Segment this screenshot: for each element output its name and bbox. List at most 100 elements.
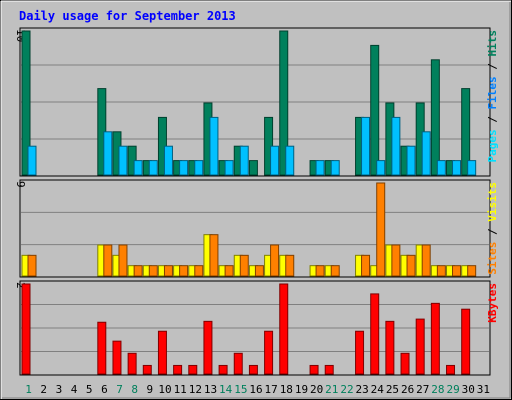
x-tick-label: 21 — [325, 383, 338, 396]
x-tick-label: 18 — [280, 383, 293, 396]
bar-kbytes-day-17-s0 — [264, 330, 274, 375]
bar-visits-day-27-s1 — [421, 244, 431, 277]
bar-visits-day-16-s1 — [254, 265, 264, 277]
x-tick-label: 5 — [86, 383, 93, 396]
bar-hits-day-16-s0 — [248, 160, 258, 176]
panel-visits-ymax-label: 9 — [14, 181, 27, 188]
legend-entry: Visits — [486, 182, 499, 222]
bar-visits-day-1-s1 — [27, 254, 37, 277]
bar-visits-day-26-s1 — [406, 254, 416, 277]
x-tick-label: 4 — [71, 383, 78, 396]
bar-hits-day-26-s1 — [406, 145, 416, 176]
x-tick-label: 10 — [158, 383, 171, 396]
bar-hits-day-14-s1 — [224, 160, 234, 176]
bar-visits-day-17-s1 — [270, 244, 280, 277]
bar-kbytes-day-24-s0 — [370, 293, 380, 375]
panel-visits: 9 Sites / Visits — [14, 179, 499, 278]
bar-hits-day-11-s1 — [179, 160, 189, 176]
bar-kbytes-day-13-s0 — [203, 320, 213, 375]
bar-hits-day-1-s1 — [27, 145, 37, 176]
bar-kbytes-day-21-s0 — [324, 364, 334, 375]
bar-kbytes-day-1-s0 — [21, 283, 31, 375]
bar-visits-day-29-s1 — [452, 265, 462, 277]
bar-hits-day-8-s1 — [133, 160, 143, 176]
bar-kbytes-day-18-s0 — [279, 283, 289, 375]
x-tick-label: 20 — [310, 383, 323, 396]
bar-kbytes-day-20-s0 — [309, 364, 319, 375]
panel-visits-legend: Sites / Visits — [486, 182, 499, 275]
x-tick-label: 30 — [462, 383, 475, 396]
bar-kbytes-day-27-s0 — [415, 318, 425, 375]
bar-kbytes-day-15-s0 — [233, 352, 243, 375]
bar-hits-day-7-s1 — [118, 145, 128, 176]
bar-hits-day-18-s1 — [285, 145, 295, 176]
bar-kbytes-day-10-s0 — [157, 330, 167, 375]
bar-kbytes-day-23-s0 — [355, 330, 365, 375]
legend-entry: / — [486, 222, 499, 242]
bar-kbytes-day-11-s0 — [173, 364, 183, 375]
bar-kbytes-day-9-s0 — [142, 364, 152, 375]
bar-visits-day-23-s1 — [361, 254, 371, 277]
x-tick-label: 15 — [234, 383, 247, 396]
legend-entry: Sites — [486, 242, 499, 275]
bar-hits-day-13-s1 — [209, 116, 219, 176]
bar-hits-day-21-s1 — [330, 160, 340, 176]
bar-visits-day-18-s1 — [285, 254, 295, 277]
panel-kbytes-legend: KBytes — [486, 283, 499, 323]
legend-entry: / — [486, 110, 499, 130]
chart-title: Daily usage for September 2013 — [19, 9, 236, 23]
bar-visits-day-12-s1 — [194, 265, 204, 277]
bar-kbytes-day-12-s0 — [188, 364, 198, 375]
bar-hits-day-24-s0 — [370, 44, 380, 176]
x-tick-label: 2 — [40, 383, 47, 396]
x-tick-label: 3 — [56, 383, 63, 396]
x-tick-label: 11 — [174, 383, 187, 396]
legend-entry: Hits — [486, 30, 499, 57]
bar-hits-day-30-s0 — [461, 88, 471, 176]
bar-hits-day-6-s1 — [103, 131, 113, 176]
bar-visits-day-21-s1 — [330, 265, 340, 277]
bar-hits-day-23-s1 — [361, 116, 371, 176]
x-tick-label: 8 — [131, 383, 138, 396]
bar-visits-day-14-s1 — [224, 265, 234, 277]
bar-kbytes-day-29-s0 — [446, 364, 456, 375]
bar-hits-day-29-s1 — [452, 160, 462, 176]
x-tick-label: 28 — [431, 383, 444, 396]
x-tick-label: 24 — [371, 383, 385, 396]
legend-entry: Files — [486, 76, 499, 109]
bar-hits-day-12-s1 — [194, 160, 204, 176]
bar-hits-day-10-s1 — [163, 145, 173, 176]
bar-visits-day-25-s1 — [391, 244, 401, 277]
bar-visits-day-13-s1 — [209, 234, 219, 277]
x-tick-label: 31 — [477, 383, 490, 396]
bar-hits-day-17-s1 — [270, 145, 280, 176]
x-axis-day-labels: 1 2 3 4 5 6 7 8 9 10 11 12 13 14 15 16 17 18 19 20 21 22 23 24 2… — [25, 383, 490, 396]
x-tick-label: 7 — [116, 383, 123, 396]
bar-visits-day-8-s1 — [133, 265, 143, 277]
bar-kbytes-day-7-s0 — [112, 340, 122, 375]
x-tick-label: 16 — [249, 383, 262, 396]
bar-kbytes-day-25-s0 — [385, 320, 395, 375]
x-tick-label: 25 — [386, 383, 399, 396]
bar-visits-day-7-s1 — [118, 244, 128, 277]
bar-visits-day-20-s1 — [315, 265, 325, 277]
bar-hits-day-28-s1 — [436, 160, 446, 176]
bar-hits-day-18-s0 — [279, 30, 289, 176]
bar-visits-day-11-s1 — [179, 265, 189, 277]
bar-visits-day-15-s1 — [239, 254, 249, 277]
x-tick-label: 26 — [401, 383, 414, 396]
legend-entry: KBytes — [486, 283, 499, 323]
bar-hits-day-24-s1 — [376, 160, 386, 176]
legend-entry: Pages — [486, 129, 499, 162]
bar-kbytes-day-6-s0 — [97, 321, 107, 375]
x-tick-label: 12 — [189, 383, 202, 396]
bar-hits-day-27-s1 — [421, 131, 431, 176]
panel-hits-legend: Pages / Files / Hits — [486, 30, 499, 163]
bar-visits-day-10-s1 — [163, 265, 173, 277]
x-tick-label: 6 — [101, 383, 108, 396]
bar-hits-day-30-s1 — [467, 160, 477, 176]
bar-hits-day-15-s1 — [239, 145, 249, 176]
